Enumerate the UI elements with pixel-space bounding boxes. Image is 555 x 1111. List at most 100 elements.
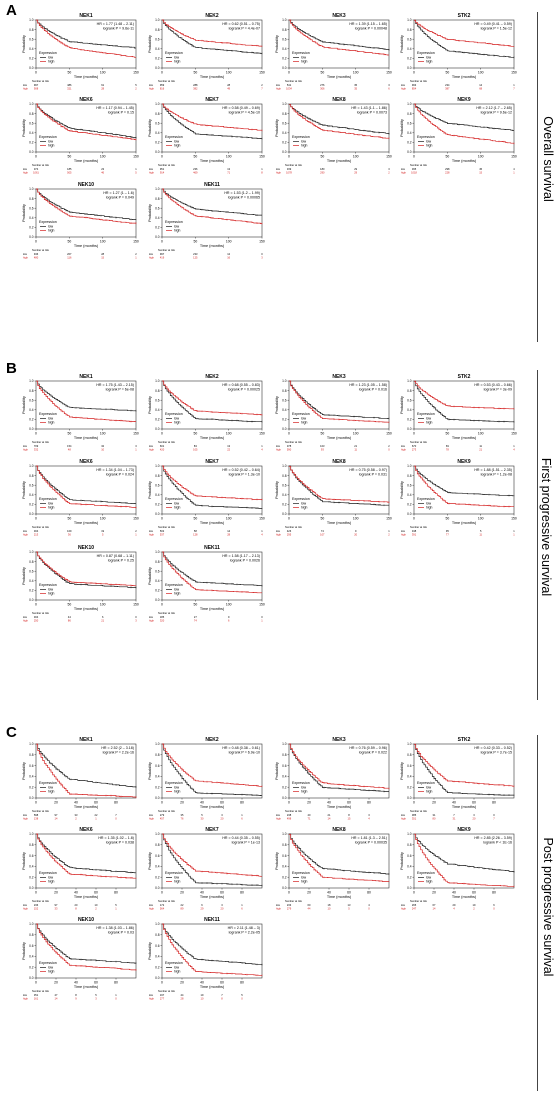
y-tick-label: 0.4 xyxy=(29,47,34,51)
plot-frame xyxy=(288,743,390,799)
risk-count-high: 3 xyxy=(135,619,137,623)
hazard-ratio: HR = 1.53 (1.2 – 1.99) xyxy=(224,191,260,195)
plot-frame xyxy=(161,551,263,601)
risk-count-low: 5 xyxy=(201,813,203,817)
x-tick-label: 40 xyxy=(200,801,204,805)
x-tick-label: 0 xyxy=(35,432,37,436)
risk-count-high: 8 xyxy=(221,997,223,1001)
logrank-p: logrank P = 4.5e-10 xyxy=(229,111,260,115)
y-tick-label: 0.8 xyxy=(29,753,34,757)
risk-row-label-high: high xyxy=(149,533,154,537)
x-tick-label: 0 xyxy=(288,891,290,895)
risk-table-header: Number at risk xyxy=(32,611,50,615)
survival-curve-high xyxy=(289,19,389,56)
survival-curve-high xyxy=(162,188,262,224)
section-divider-b xyxy=(537,370,538,700)
x-tick-label: 50 xyxy=(320,517,324,521)
y-tick-label: 0.0 xyxy=(155,512,160,516)
legend-title: Expression xyxy=(417,412,435,416)
plot-title: NEK2 xyxy=(205,737,219,743)
x-tick-label: 50 xyxy=(67,603,71,607)
risk-count-low: 21 xyxy=(354,444,357,448)
plot-frame xyxy=(288,19,390,69)
risk-count-high: 279 xyxy=(287,907,292,911)
survival-curve-high xyxy=(162,380,262,416)
y-tick-label: 0.4 xyxy=(155,408,160,412)
plot-title: NEK6 xyxy=(79,459,93,465)
legend-title: Expression xyxy=(165,781,183,785)
y-tick-label: 0.6 xyxy=(155,569,160,573)
x-axis-label: Time (months) xyxy=(200,895,225,899)
y-tick-label: 1.0 xyxy=(282,102,287,106)
risk-count-low: 14 xyxy=(227,529,230,533)
x-tick-label: 50 xyxy=(193,432,197,436)
risk-count-low: 351 xyxy=(34,993,39,997)
legend-label-high: high xyxy=(174,970,181,974)
risk-count-low: 395 xyxy=(412,167,417,171)
risk-count-high: 9 xyxy=(75,997,77,1001)
risk-count-high: 49 xyxy=(227,87,230,91)
y-tick-label: 0.4 xyxy=(29,955,34,959)
risk-table-header: Number at risk xyxy=(285,899,303,903)
risk-count-high: 89 xyxy=(181,907,184,911)
y-tick-label: 0.0 xyxy=(29,886,34,890)
x-tick-label: 0 xyxy=(161,71,163,75)
hazard-ratio: HR = 1.75 (1.43 – 2.15) xyxy=(96,383,134,387)
y-tick-label: 0.6 xyxy=(29,121,34,125)
x-tick-label: 20 xyxy=(432,891,436,895)
hazard-ratio: HR = 2.85 (2.26 – 3.59) xyxy=(474,836,512,840)
y-tick-label: 0.6 xyxy=(29,854,34,858)
x-tick-label: 50 xyxy=(445,155,449,159)
risk-row-label-low: low xyxy=(149,813,153,817)
y-tick-label: 0.0 xyxy=(29,796,34,800)
y-axis-label: Probability xyxy=(148,119,152,137)
x-tick-label: 50 xyxy=(193,155,197,159)
y-tick-label: 0.8 xyxy=(29,28,34,32)
risk-count-low: 44 xyxy=(68,615,71,619)
risk-count-high: 2 xyxy=(75,817,77,821)
risk-row-label-high: high xyxy=(23,907,28,911)
risk-count-low: 61 xyxy=(101,83,104,87)
x-tick-label: 100 xyxy=(226,240,232,244)
y-tick-label: 0.8 xyxy=(407,112,412,116)
risk-count-low: 19 xyxy=(101,529,104,533)
survival-curve-low xyxy=(162,551,263,587)
x-axis-label: Time (months) xyxy=(74,75,99,79)
risk-count-low: 33 xyxy=(75,813,78,817)
plot-frame xyxy=(161,19,263,69)
x-axis-label: Time (months) xyxy=(200,75,225,79)
x-tick-label: 0 xyxy=(161,517,163,521)
risk-row-label-high: high xyxy=(401,87,406,91)
risk-count-high: 914 xyxy=(160,171,165,175)
risk-count-high: 128 xyxy=(193,533,198,537)
x-axis-label: Time (months) xyxy=(74,895,99,899)
risk-row-label-low: low xyxy=(276,167,280,171)
survival-curve-low xyxy=(414,103,514,131)
risk-count-high: 6 xyxy=(228,619,230,623)
y-tick-label: 0.0 xyxy=(29,66,34,70)
risk-count-high: 93 xyxy=(321,448,324,452)
risk-row-label-low: low xyxy=(276,903,280,907)
risk-count-high: 321 xyxy=(67,87,72,91)
risk-row-label-low: low xyxy=(401,444,405,448)
risk-count-high: 28 xyxy=(181,997,184,1001)
risk-count-low: 74 xyxy=(321,529,324,533)
x-axis-label: Time (months) xyxy=(327,436,352,440)
y-tick-label: 0.4 xyxy=(407,408,412,412)
legend-label-low: low xyxy=(426,417,432,421)
risk-table-header: Number at risk xyxy=(32,440,50,444)
risk-count-high: 469 xyxy=(193,171,198,175)
x-axis-label: Time (months) xyxy=(200,985,225,989)
survival-curve-low xyxy=(36,743,137,788)
risk-row-label-high: high xyxy=(23,448,28,452)
risk-count-high: 4 xyxy=(368,817,370,821)
hazard-ratio: HR = 2.52 (2 – 3.18) xyxy=(101,746,134,750)
risk-count-low: 1 xyxy=(261,167,263,171)
x-tick-label: 80 xyxy=(114,981,118,985)
x-tick-label: 40 xyxy=(74,891,78,895)
risk-count-high: 1 xyxy=(135,533,137,537)
panel-letter-c: C xyxy=(6,724,17,741)
plot-frame xyxy=(161,103,263,153)
y-tick-label: 1.0 xyxy=(29,379,34,383)
